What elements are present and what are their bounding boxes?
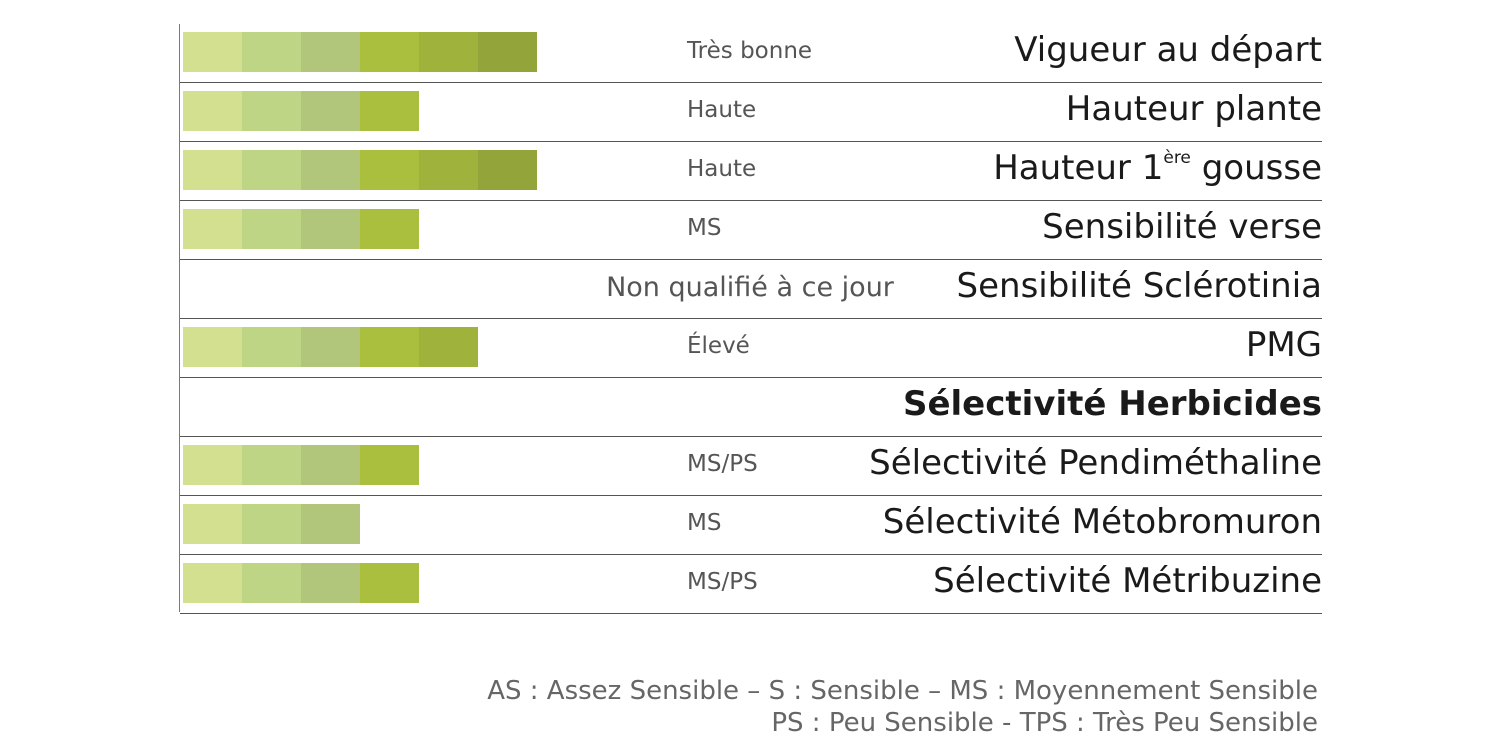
bar-segment	[301, 32, 360, 72]
bar-segment	[301, 563, 360, 603]
chart-row: Non qualifié à ce jour Sensibilité Scléro…	[180, 260, 1322, 319]
criterion-text: Sélectivité Métribuzine	[933, 561, 1322, 601]
row-separator	[180, 613, 1322, 614]
bar-segment	[183, 563, 242, 603]
bar-segment	[478, 150, 537, 190]
row-separator	[180, 495, 1322, 496]
rating-label: Très bonne	[687, 38, 813, 64]
bar-segment	[242, 150, 301, 190]
criterion-text: Vigueur au départ	[1014, 30, 1322, 70]
bar-segment	[183, 445, 242, 485]
criterion-text-suffix: gousse	[1190, 148, 1322, 188]
bar-segment	[301, 91, 360, 131]
bar-segment	[242, 563, 301, 603]
chart-row: Haute Hauteur plante	[180, 83, 1322, 142]
chart-row: MS/PS Sélectivité Métribuzine	[180, 555, 1322, 614]
criterion-label: Sélectivité Métribuzine	[933, 561, 1322, 601]
criterion-label: Sensibilité verse	[1042, 207, 1322, 247]
bar-segment	[183, 209, 242, 249]
criterion-label: Vigueur au départ	[1014, 30, 1322, 70]
criterion-text: Sensibilité verse	[1042, 207, 1322, 247]
chart-row: Sélectivité Herbicides	[180, 378, 1322, 437]
bar-segment	[242, 209, 301, 249]
bar-segment	[183, 504, 242, 544]
row-separator	[180, 377, 1322, 378]
section-header: Sélectivité Herbicides	[903, 384, 1322, 424]
criterion-text: Hauteur 1	[993, 148, 1164, 188]
criterion-label: Hauteur plante	[1066, 89, 1322, 129]
rating-label: Haute	[687, 97, 757, 123]
bar-segment	[301, 445, 360, 485]
row-separator	[180, 200, 1322, 201]
rating-bar	[183, 150, 537, 190]
criterion-label: PMG	[1246, 325, 1322, 365]
bar-segment	[301, 504, 360, 544]
rating-bar	[183, 445, 419, 485]
criterion-label: Sensibilité Sclérotinia	[957, 266, 1322, 306]
criterion-text: Sélectivité Métobromuron	[882, 502, 1322, 542]
bar-segment	[360, 150, 419, 190]
bar-segment	[183, 150, 242, 190]
row-separator	[180, 318, 1322, 319]
criterion-label: Sélectivité Pendiméthaline	[869, 443, 1322, 483]
rating-label: MS/PS	[687, 451, 758, 477]
rating-label: MS	[687, 510, 722, 536]
row-separator	[180, 259, 1322, 260]
row-separator	[180, 436, 1322, 437]
bar-segment	[242, 327, 301, 367]
rating-label: Élevé	[687, 333, 750, 359]
bar-segment	[360, 209, 419, 249]
criterion-label: Sélectivité Métobromuron	[883, 502, 1322, 542]
row-separator	[180, 141, 1322, 142]
bar-segment	[242, 91, 301, 131]
rating-label: Non qualifié à ce jour	[606, 272, 894, 303]
bar-segment	[419, 150, 478, 190]
bar-segment	[183, 91, 242, 131]
rating-bar	[183, 32, 537, 72]
row-separator	[180, 554, 1322, 555]
bar-segment	[360, 32, 419, 72]
rating-label: Haute	[687, 156, 757, 182]
criterion-text: Sélectivité Pendiméthaline	[869, 443, 1322, 483]
criterion-text: Hauteur plante	[1065, 89, 1322, 129]
bar-segment	[301, 327, 360, 367]
chart-row: MS/PS Sélectivité Pendiméthaline	[180, 437, 1322, 496]
chart-row: MS Sélectivité Métobromuron	[180, 496, 1322, 555]
rating-bar	[183, 563, 419, 603]
bar-segment	[360, 91, 419, 131]
bar-segment	[419, 327, 478, 367]
criterion-label: Hauteur 1ère gousse	[993, 148, 1322, 188]
rating-bar	[183, 327, 478, 367]
bar-segment	[242, 504, 301, 544]
rating-label: MS/PS	[687, 569, 758, 595]
legend-line-1: AS : Assez Sensible – S : Sensible – MS …	[487, 676, 1318, 706]
criterion-text: Sélectivité Herbicides	[902, 384, 1322, 424]
bar-segment	[301, 209, 360, 249]
rating-bar	[183, 209, 419, 249]
criterion-text: PMG	[1245, 325, 1322, 365]
left-axis-line	[179, 24, 180, 612]
chart-row: Haute Hauteur 1ère gousse	[180, 142, 1322, 201]
bar-segment	[478, 32, 537, 72]
bar-segment	[419, 32, 478, 72]
chart-row: Élevé PMG	[180, 319, 1322, 378]
bar-segment	[242, 445, 301, 485]
bar-segment	[360, 327, 419, 367]
bar-segment	[183, 327, 242, 367]
rating-label: MS	[687, 215, 722, 241]
bar-segment	[360, 563, 419, 603]
bar-segment	[183, 32, 242, 72]
bar-segment	[242, 32, 301, 72]
rating-bar	[183, 91, 419, 131]
legend-line-2: PS : Peu Sensible - TPS : Très Peu Sensi…	[771, 708, 1318, 738]
criterion-text: Sensibilité Sclérotinia	[956, 266, 1322, 306]
chart-row: MS Sensibilité verse	[180, 201, 1322, 260]
bar-segment	[301, 150, 360, 190]
bar-segment	[360, 445, 419, 485]
chart-row: Très bonne Vigueur au départ	[180, 24, 1322, 83]
criterion-superscript: ère	[1163, 148, 1191, 168]
row-separator	[180, 82, 1322, 83]
rating-bar	[183, 504, 360, 544]
